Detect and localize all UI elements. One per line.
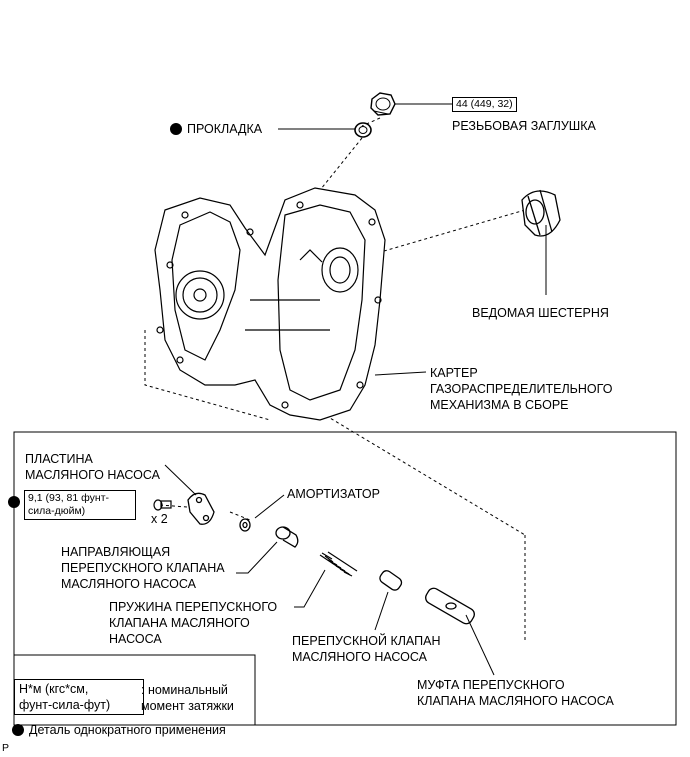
threaded-plug-label: РЕЗЬБОВАЯ ЗАГЛУШКА	[452, 119, 596, 133]
damper-part	[239, 518, 251, 532]
oil-pump-plate-part	[187, 492, 215, 525]
oil-pump-plate-label-line2: МАСЛЯНОГО НАСОСА	[25, 468, 160, 482]
timing-housing-part	[154, 187, 386, 421]
spring-label-line2: КЛАПАНА МАСЛЯНОГО	[109, 616, 250, 630]
screw-quantity-label: x 2	[151, 512, 168, 526]
legend-meaning-line1: : номинальный	[141, 683, 228, 697]
driven-gear-part	[521, 189, 561, 237]
legend-meaning-line2: момент затяжки	[141, 699, 234, 713]
screw-torque-line2: сила-дюйм)	[28, 505, 86, 517]
screw-part	[153, 499, 172, 511]
damper-label: АМОРТИЗАТОР	[287, 487, 380, 501]
corner-mark: P	[2, 742, 10, 754]
single-use-dot-icon	[12, 724, 24, 736]
legend-units-box: Н*м (кгс*см, фунт-сила-фут)	[14, 679, 144, 715]
spring-label-line3: НАСОСА	[109, 632, 162, 646]
bypass-valve-guide-part	[275, 526, 299, 548]
oil-pump-plate-label-line1: ПЛАСТИНА	[25, 452, 93, 466]
driven-gear-label: ВЕДОМАЯ ШЕСТЕРНЯ	[472, 306, 609, 320]
plug-torque-box: 44 (449, 32)	[452, 97, 517, 112]
legend-units-line2: фунт-сила-фут)	[19, 698, 111, 712]
legend-single-use: Деталь однократного применения	[12, 722, 226, 738]
threaded-plug-part	[370, 92, 396, 116]
gasket-part	[354, 122, 372, 138]
valve-guide-label-line1: НАПРАВЛЯЮЩАЯ	[61, 545, 171, 559]
screw-torque-line1: 9,1 (93, 81 фунт-	[28, 492, 109, 504]
bypass-valve-spring-part	[319, 551, 358, 577]
leader-lines	[164, 103, 547, 676]
detail-frame	[13, 431, 677, 726]
legend-single-use-text: Деталь однократного применения	[29, 723, 226, 737]
bypass-valve-part	[379, 570, 403, 591]
valve-guide-label-line3: МАСЛЯНОГО НАСОСА	[61, 577, 196, 591]
bypass-valve-sleeve-part	[425, 587, 475, 625]
gasket-label: ПРОКЛАДКА	[170, 121, 262, 137]
bypass-valve-label-line1: ПЕРЕПУСКНОЙ КЛАПАН	[292, 634, 441, 648]
valve-guide-label-line2: ПЕРЕПУСКНОГО КЛАПАНА	[61, 561, 225, 575]
alignment-dashed-lines	[144, 117, 526, 640]
bypass-valve-label-line2: МАСЛЯНОГО НАСОСА	[292, 650, 427, 664]
legend-units-line1: Н*м (кгс*см,	[19, 682, 89, 696]
housing-label-line2: ГАЗОРАСПРЕДЕЛИТЕЛЬНОГО	[430, 382, 613, 396]
gasket-label-text: ПРОКЛАДКА	[187, 122, 263, 136]
single-use-dot-icon	[8, 496, 20, 508]
screw-torque-box: 9,1 (93, 81 фунт- сила-дюйм)	[24, 490, 136, 520]
housing-label-line3: МЕХАНИЗМА В СБОРЕ	[430, 398, 569, 412]
plug-torque-value: 44 (449, 32)	[456, 98, 513, 110]
spring-label-line1: ПРУЖИНА ПЕРЕПУСКНОГО	[109, 600, 278, 614]
sleeve-label-line2: КЛАПАНА МАСЛЯНОГО НАСОСА	[417, 694, 614, 708]
single-use-dot-icon	[170, 123, 182, 135]
housing-label-line1: КАРТЕР	[430, 366, 478, 380]
sleeve-label-line1: МУФТА ПЕРЕПУСКНОГО	[417, 678, 565, 692]
